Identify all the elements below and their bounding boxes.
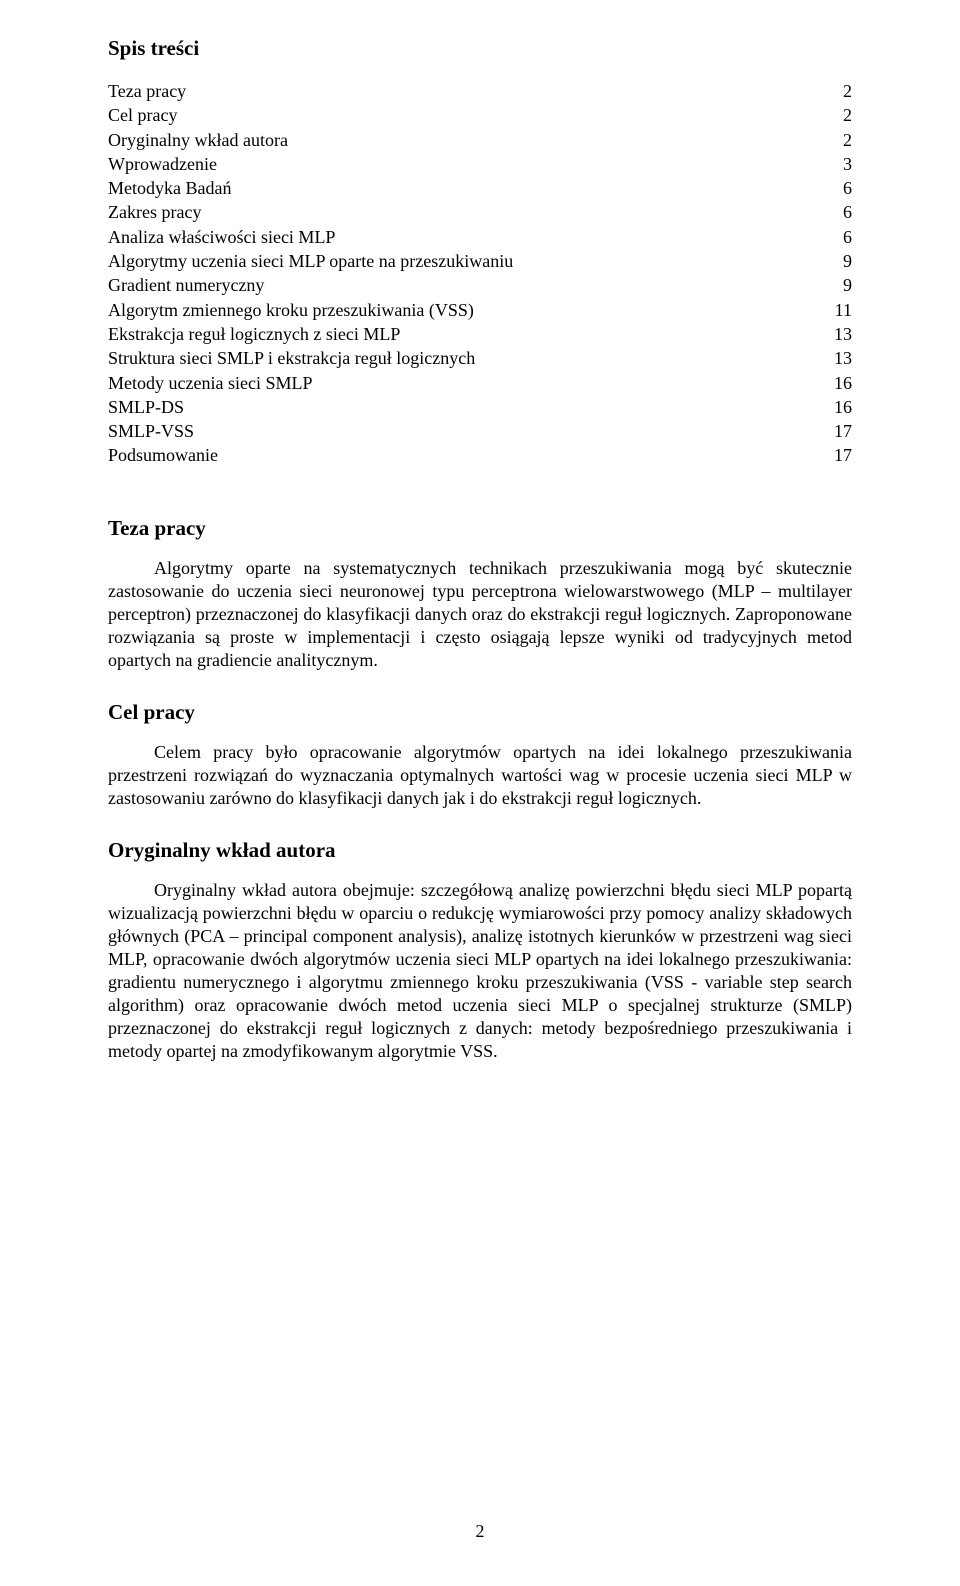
toc-page: 13 [834, 346, 852, 370]
section-heading-teza: Teza pracy [108, 516, 852, 541]
toc-item: Struktura sieci SMLP i ekstrakcja reguł … [108, 346, 852, 370]
toc-item: Cel pracy 2 [108, 103, 852, 127]
toc-item: Gradient numeryczny 9 [108, 273, 852, 297]
toc-page: 9 [843, 249, 852, 273]
toc-label: Ekstrakcja reguł logicznych z sieci MLP [108, 322, 400, 346]
toc-label: Oryginalny wkład autora [108, 128, 288, 152]
toc-page: 2 [843, 79, 852, 103]
section-body-oryg: Oryginalny wkład autora obejmuje: szczeg… [108, 879, 852, 1063]
document-page: Spis treści Teza pracy 2 Cel pracy 2 Orygi… [0, 0, 960, 1586]
toc-page: 2 [843, 128, 852, 152]
toc-page: 13 [834, 322, 852, 346]
toc-page: 17 [834, 443, 852, 467]
page-number: 2 [0, 1521, 960, 1542]
toc-label: Metody uczenia sieci SMLP [108, 371, 312, 395]
toc-list: Teza pracy 2 Cel pracy 2 Oryginalny wkład … [108, 79, 852, 468]
toc-page: 2 [843, 103, 852, 127]
toc-label: Algorytm zmiennego kroku przeszukiwania … [108, 298, 474, 322]
toc-label: Metodyka Badań [108, 176, 231, 200]
toc-page: 3 [843, 152, 852, 176]
toc-item: Oryginalny wkład autora 2 [108, 128, 852, 152]
toc-label: SMLP-VSS [108, 419, 194, 443]
toc-item: SMLP-VSS 17 [108, 419, 852, 443]
toc-item: Podsumowanie 17 [108, 443, 852, 467]
toc-label: Cel pracy [108, 103, 177, 127]
toc-label: Wprowadzenie [108, 152, 217, 176]
toc-item: Metody uczenia sieci SMLP 16 [108, 371, 852, 395]
toc-label: Gradient numeryczny [108, 273, 264, 297]
toc-label: SMLP-DS [108, 395, 184, 419]
toc-page: 16 [834, 395, 852, 419]
toc-item: SMLP-DS 16 [108, 395, 852, 419]
toc-page: 17 [834, 419, 852, 443]
toc-page: 9 [843, 273, 852, 297]
toc-page: 11 [835, 298, 852, 322]
toc-label: Podsumowanie [108, 443, 218, 467]
toc-item: Wprowadzenie 3 [108, 152, 852, 176]
toc-label: Teza pracy [108, 79, 186, 103]
toc-item: Ekstrakcja reguł logicznych z sieci MLP 1… [108, 322, 852, 346]
toc-label: Zakres pracy [108, 200, 201, 224]
toc-label: Analiza właściwości sieci MLP [108, 225, 335, 249]
section-body-teza: Algorytmy oparte na systematycznych tech… [108, 557, 852, 672]
toc-item: Algorytm zmiennego kroku przeszukiwania … [108, 298, 852, 322]
toc-item: Zakres pracy 6 [108, 200, 852, 224]
toc-heading: Spis treści [108, 36, 852, 61]
toc-page: 16 [834, 371, 852, 395]
toc-page: 6 [843, 200, 852, 224]
toc-item: Teza pracy 2 [108, 79, 852, 103]
toc-item: Metodyka Badań 6 [108, 176, 852, 200]
section-heading-cel: Cel pracy [108, 700, 852, 725]
section-heading-oryg: Oryginalny wkład autora [108, 838, 852, 863]
toc-item: Algorytmy uczenia sieci MLP oparte na pr… [108, 249, 852, 273]
section-body-cel: Celem pracy było opracowanie algorytmów … [108, 741, 852, 810]
toc-item: Analiza właściwości sieci MLP 6 [108, 225, 852, 249]
toc-label: Algorytmy uczenia sieci MLP oparte na pr… [108, 249, 513, 273]
toc-page: 6 [843, 225, 852, 249]
toc-label: Struktura sieci SMLP i ekstrakcja reguł … [108, 346, 475, 370]
toc-page: 6 [843, 176, 852, 200]
